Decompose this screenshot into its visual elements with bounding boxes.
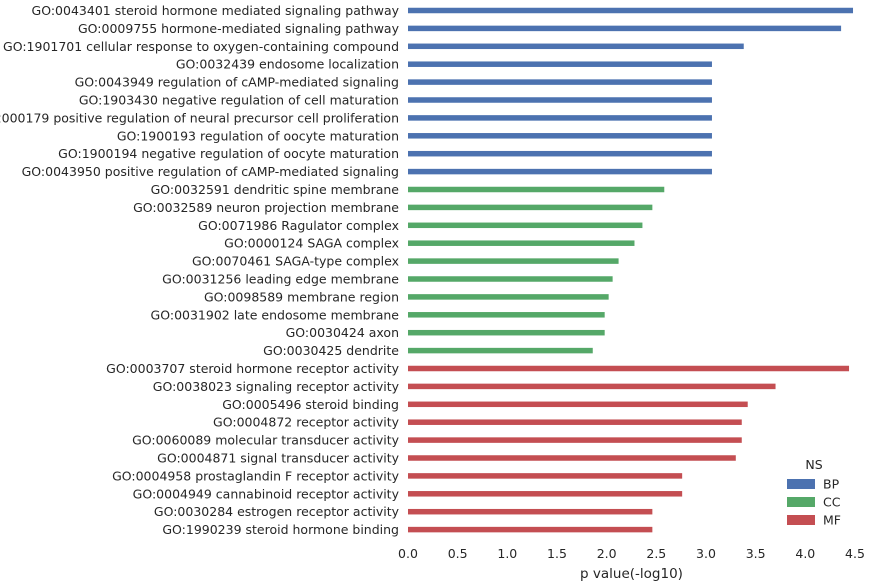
legend-label: MF (823, 513, 841, 528)
x-tick-label: 3.0 (696, 546, 716, 561)
bar (408, 383, 776, 390)
bar (408, 222, 643, 229)
y-tick-label: GO:2000179 positive regulation of neural… (0, 110, 399, 125)
x-tick-label: 1.0 (497, 546, 517, 561)
legend-swatch (787, 515, 815, 525)
bar (408, 25, 842, 32)
y-tick-label: GO:0004872 receptor activity (213, 415, 400, 430)
bar (408, 61, 712, 67)
y-tick-label: GO:0060089 molecular transducer activity (132, 433, 400, 448)
y-tick-label: GO:0031256 leading edge membrane (162, 272, 399, 287)
bar (408, 79, 712, 85)
y-tick-label: GO:1900194 negative regulation of oocyte… (58, 146, 399, 161)
bar (408, 150, 712, 157)
y-tick-label: GO:0004958 prostaglandin F receptor acti… (112, 468, 400, 483)
x-axis-title: p value(-log10) (580, 566, 683, 582)
y-tick-label: GO:0038023 signaling receptor activity (153, 379, 400, 394)
y-tick-label: GO:0043950 positive regulation of cAMP-m… (22, 164, 399, 179)
bar (408, 168, 712, 175)
y-tick-label: GO:0009755 hormone-mediated signaling pa… (78, 21, 400, 36)
bar (408, 294, 609, 300)
y-tick-label: GO:0070461 SAGA-type complex (192, 254, 399, 269)
bar (408, 347, 593, 354)
bar (408, 7, 854, 14)
x-tick-label: 4.5 (845, 546, 865, 561)
legend-swatch (787, 497, 815, 507)
bar (408, 365, 850, 372)
bar (408, 97, 712, 103)
bar (408, 401, 748, 408)
bar (408, 437, 742, 443)
bar (408, 419, 742, 425)
bar (408, 258, 619, 264)
y-tick-label: GO:0032591 dendritic spine membrane (151, 182, 400, 197)
y-tick-label: GO:0071986 Ragulator complex (198, 218, 399, 233)
legend-swatch (787, 479, 815, 489)
x-tick-label: 0.0 (398, 546, 418, 561)
bar (408, 204, 653, 211)
bar (408, 473, 683, 479)
bar (408, 115, 712, 121)
y-tick-label: GO:0032589 neuron projection membrane (133, 200, 399, 215)
y-tick-label: GO:1903430 negative regulation of cell m… (79, 93, 399, 108)
bar (408, 186, 665, 193)
bar (408, 276, 613, 282)
bar (408, 133, 712, 139)
y-tick-label: GO:0031902 late endosome membrane (151, 307, 400, 322)
x-tick-label: 3.5 (746, 546, 766, 561)
y-tick-label: GO:0004871 signal transducer activity (157, 451, 399, 466)
bar (408, 508, 653, 515)
bar (408, 240, 635, 246)
y-tick-label: GO:1900193 regulation of oocyte maturati… (117, 128, 399, 143)
bar (408, 491, 683, 497)
legend: NS BP CC MF (787, 457, 841, 528)
y-tick-label: GO:0004949 cannabinoid receptor activity (133, 486, 400, 501)
legend-title: NS (805, 457, 822, 472)
bar (408, 43, 744, 50)
x-tick-label: 2.5 (646, 546, 666, 561)
y-tick-label: GO:0043949 regulation of cAMP-mediated s… (75, 75, 399, 90)
y-tick-label: GO:0030424 axon (286, 325, 399, 340)
x-tick-label: 2.0 (597, 546, 617, 561)
y-tick-label: GO:0003707 steroid hormone receptor acti… (106, 361, 399, 376)
x-axis-ticks: 0.0 0.5 1.0 1.5 2.0 2.5 3.0 3.5 4.0 4.5 (398, 546, 865, 561)
bar (408, 312, 605, 318)
bar (408, 455, 736, 461)
legend-label: CC (823, 495, 841, 510)
x-tick-label: 1.5 (547, 546, 567, 561)
y-tick-label: GO:0098589 membrane region (204, 289, 399, 304)
y-tick-label: GO:1990239 steroid hormone binding (162, 522, 399, 537)
y-tick-label: GO:0005496 steroid binding (222, 397, 399, 412)
legend-label: BP (823, 477, 840, 492)
x-tick-label: 0.5 (448, 546, 468, 561)
y-tick-label: GO:1901701 cellular response to oxygen-c… (3, 39, 399, 54)
y-tick-label: GO:0032439 endosome localization (176, 57, 399, 72)
bars-group (408, 7, 854, 533)
y-tick-label: GO:0030284 estrogen receptor activity (154, 504, 400, 519)
y-tick-label: GO:0043401 steroid hormone mediated sign… (32, 3, 400, 18)
y-tick-label: GO:0000124 SAGA complex (224, 236, 399, 251)
bar (408, 329, 605, 336)
y-axis-labels: GO:0043401 steroid hormone mediated sign… (0, 3, 400, 537)
x-tick-label: 4.0 (795, 546, 815, 561)
y-tick-label: GO:0030425 dendrite (263, 343, 399, 358)
bar (408, 526, 653, 533)
